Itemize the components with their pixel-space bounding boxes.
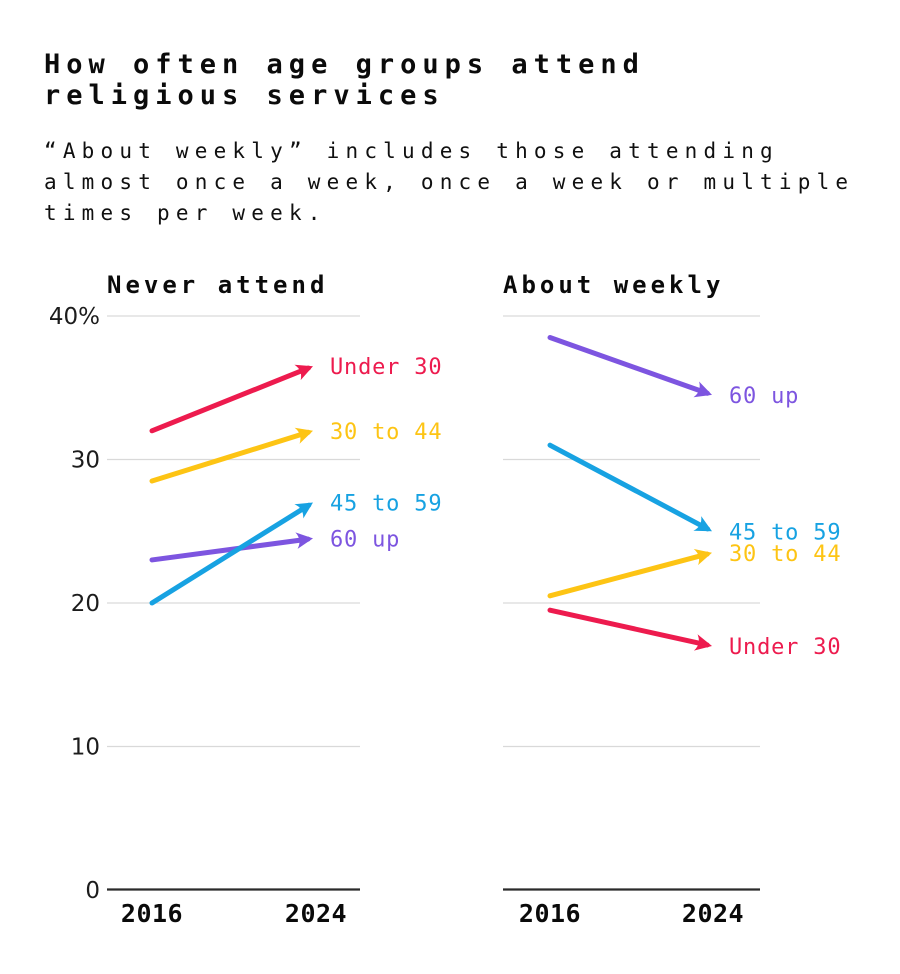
series-label-45-to-59: 45 to 59: [330, 492, 442, 517]
slope-arrow-30-to-44: [547, 549, 713, 599]
panel-title-about-weekly: About weekly: [503, 271, 724, 299]
y-tick-label-20: 20: [71, 591, 100, 617]
series-label-60-up: 60 up: [330, 527, 400, 552]
panel-never-attend: Never attend 40% 30 20 10 0 2016 2024 Under 30 30…: [49, 271, 442, 928]
series-label-30-to-44: 30 to 44: [729, 542, 841, 567]
slope-arrow-60-up: [149, 532, 314, 563]
series-label-60-up: 60 up: [729, 384, 799, 409]
series-label-under-30: Under 30: [330, 355, 442, 380]
series-label-under-30: Under 30: [729, 635, 841, 660]
chart-title: How often age groups attend religious se…: [44, 49, 645, 111]
series-label-45-to-59: 45 to 59: [729, 520, 841, 545]
panel-title-never-attend: Never attend: [107, 271, 328, 299]
chart-subtitle: “About weekly” includes those attending …: [44, 139, 855, 225]
slope-arrow-45-to-59: [149, 502, 313, 606]
x-tick-label-2016: 2016: [121, 899, 183, 928]
y-tick-label-30: 30: [71, 448, 100, 474]
slope-arrow-under-30: [547, 607, 713, 651]
x-tick-label-2024: 2024: [285, 899, 347, 928]
series-label-30-to-44: 30 to 44: [330, 420, 442, 445]
x-tick-label-2024: 2024: [682, 899, 744, 928]
slope-arrow-under-30: [149, 364, 313, 434]
y-tick-label-40-: 40%: [49, 304, 100, 330]
x-tick-label-2016: 2016: [519, 899, 581, 928]
slope-arrow-30-to-44: [149, 427, 314, 484]
y-tick-label-0: 0: [85, 878, 100, 904]
slope-arrow-60-up: [547, 335, 713, 398]
slope-arrow-45-to-59: [547, 442, 712, 532]
y-tick-label-10: 10: [71, 735, 100, 761]
